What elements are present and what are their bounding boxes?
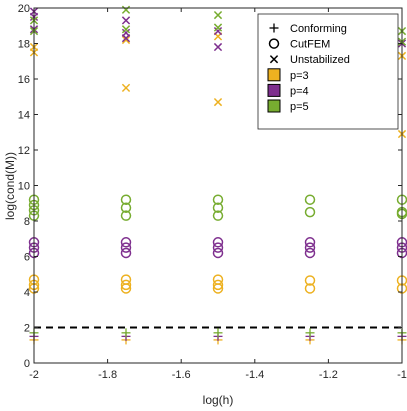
x-tick-label: -1.6 bbox=[172, 369, 191, 381]
x-tick-label: -1.8 bbox=[98, 369, 117, 381]
y-tick-label: 12 bbox=[18, 145, 30, 157]
y-tick-label: 2 bbox=[24, 323, 30, 335]
legend-label: p=5 bbox=[290, 101, 309, 113]
y-tick-label: 6 bbox=[24, 252, 30, 264]
data-point-x bbox=[213, 26, 223, 36]
data-point-circle bbox=[120, 210, 132, 221]
data-point-circle bbox=[304, 275, 316, 286]
legend: Conforming CutFEM Unstabilized p=3 p=4 p=5 bbox=[257, 13, 399, 130]
legend-label: CutFEM bbox=[290, 39, 330, 51]
x-tick-label: -1 bbox=[397, 369, 407, 381]
legend-label: p=4 bbox=[290, 85, 309, 97]
data-point-circle bbox=[120, 279, 132, 291]
legend-marker-plus-icon bbox=[269, 23, 279, 33]
data-point-x bbox=[213, 97, 223, 107]
data-point-circle bbox=[120, 242, 132, 253]
data-point-circle bbox=[304, 194, 316, 205]
data-point-plus bbox=[305, 328, 315, 338]
data-point-circle bbox=[212, 279, 224, 291]
legend-box bbox=[257, 13, 399, 130]
data-point-circle bbox=[120, 194, 132, 205]
data-point-circle bbox=[212, 202, 224, 213]
data-point-circle bbox=[304, 242, 316, 253]
data-point-circle bbox=[304, 247, 316, 259]
data-point-circle bbox=[120, 274, 132, 285]
data-point-x bbox=[213, 23, 223, 32]
data-point-circle bbox=[212, 237, 224, 248]
axis-ticks: -2 -1.8 -1.6 -1.4 -1.2 -1 0 2 4 6 8 10 12 14 16 18 20 bbox=[18, 3, 407, 381]
legend-label: p=3 bbox=[290, 70, 309, 82]
legend-color-swatch bbox=[267, 99, 281, 113]
data-point-x bbox=[121, 25, 131, 34]
y-tick-label: 14 bbox=[18, 110, 30, 122]
data-point-plus bbox=[121, 328, 131, 338]
data-point-circle bbox=[212, 194, 224, 205]
data-point-circle bbox=[120, 237, 132, 248]
data-point-circle bbox=[120, 202, 132, 213]
data-point-x bbox=[121, 35, 131, 45]
y-tick-label: 10 bbox=[18, 181, 30, 193]
x-tick-label: -1.4 bbox=[245, 369, 264, 381]
data-point-circle bbox=[304, 206, 316, 218]
y-tick-label: 4 bbox=[24, 287, 30, 299]
y-axis-label: log(cond(M)) bbox=[3, 152, 17, 220]
data-point-circle bbox=[304, 283, 316, 294]
data-point-plus bbox=[213, 328, 223, 338]
legend-color-swatch bbox=[267, 68, 281, 82]
data-point-x bbox=[213, 10, 223, 20]
legend-color-swatch bbox=[267, 83, 281, 97]
data-point-circle bbox=[120, 247, 132, 259]
y-tick-label: 16 bbox=[18, 74, 30, 86]
x-tick-label: -1.2 bbox=[319, 369, 338, 381]
data-point-x bbox=[121, 5, 131, 14]
y-tick-label: 20 bbox=[18, 3, 30, 15]
legend-marker-x-icon bbox=[269, 55, 279, 64]
data-point-circle bbox=[212, 210, 224, 221]
legend-label: Conforming bbox=[290, 23, 347, 35]
legend-label: Unstabilized bbox=[290, 54, 350, 66]
y-tick-label: 0 bbox=[24, 358, 30, 370]
data-point-circle bbox=[212, 247, 224, 259]
data-point-x bbox=[213, 42, 223, 52]
data-point-circle bbox=[304, 237, 316, 248]
data-point-x bbox=[121, 16, 131, 25]
y-tick-label: 8 bbox=[24, 216, 30, 228]
y-tick-label: 18 bbox=[18, 39, 30, 51]
x-axis-label: log(h) bbox=[203, 393, 234, 407]
data-point-circle bbox=[212, 274, 224, 285]
x-tick-label: -2 bbox=[29, 369, 39, 381]
data-point-circle bbox=[212, 242, 224, 253]
legend-marker-circle-icon bbox=[268, 38, 280, 49]
data-point-x bbox=[121, 83, 131, 93]
data-point-x bbox=[121, 28, 131, 37]
